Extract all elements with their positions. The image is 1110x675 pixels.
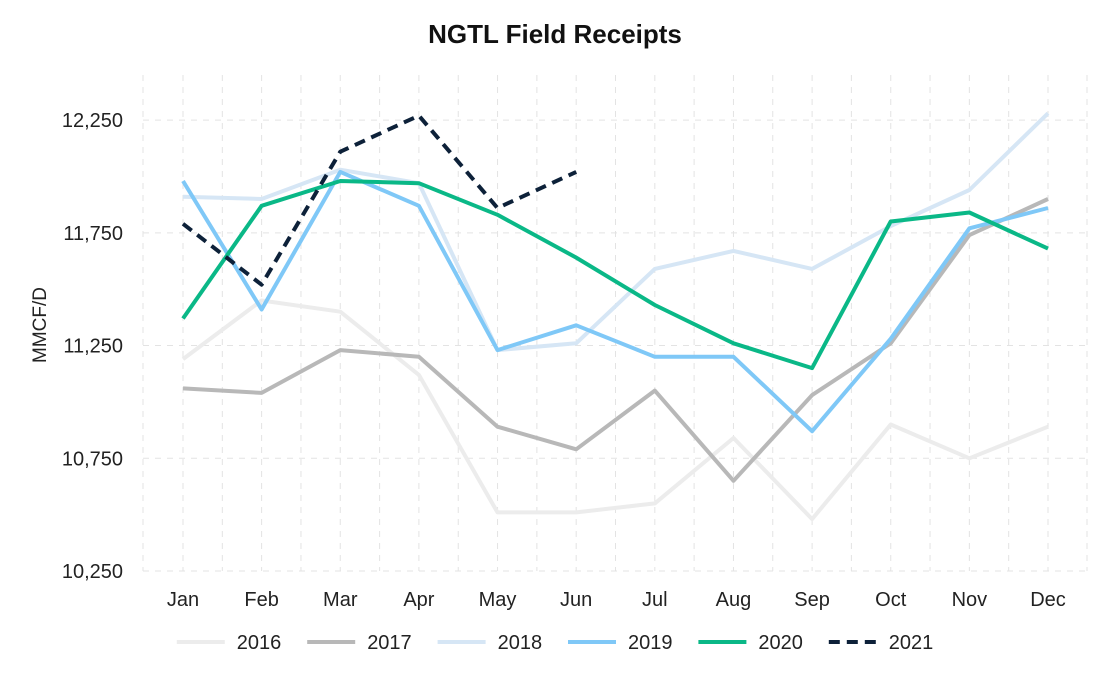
legend-label-2016: 2016: [237, 632, 281, 654]
y-tick-label: 11,250: [63, 336, 123, 358]
x-tick-label: Mar: [323, 589, 358, 611]
y-axis-label: MMCF/D: [30, 287, 51, 363]
series-line-2020: [181, 179, 1049, 371]
chart-title: NGTL Field Receipts: [428, 19, 682, 49]
series-line-2021: [181, 113, 578, 287]
y-tick-label: 12,250: [62, 110, 123, 132]
y-tick-label: 10,250: [62, 561, 123, 583]
legend: 2016 2017 2018 2019 2020 2021: [176, 632, 934, 654]
x-tick-label: Jul: [642, 589, 668, 611]
x-tick-label: Feb: [244, 589, 278, 611]
series-line-2019: [181, 169, 1049, 434]
x-tick-label: Dec: [1030, 589, 1066, 611]
legend-label-2018: 2018: [498, 632, 542, 654]
x-tick-label: Apr: [403, 589, 434, 611]
legend-label-2017: 2017: [367, 632, 412, 654]
y-tick-label: 10,750: [62, 448, 123, 470]
grid-lines: [142, 75, 1088, 572]
x-tick-label: Oct: [875, 589, 907, 611]
x-tick-label: Jan: [167, 589, 199, 611]
legend-label-2021: 2021: [889, 632, 934, 654]
legend-label-2019: 2019: [628, 632, 673, 654]
x-axis-ticks: Jan Feb Mar Apr May Jun Jul Aug Sep Oct Nov Dec: [167, 589, 1066, 611]
series-line-2016: [181, 298, 1049, 522]
legend-label-2020: 2020: [758, 632, 803, 654]
x-tick-label: Sep: [794, 589, 830, 611]
x-tick-label: May: [479, 589, 517, 611]
x-tick-label: Nov: [952, 589, 988, 611]
series-lines: [181, 111, 1050, 522]
series-line-2017: [182, 197, 1049, 483]
x-tick-label: Jun: [560, 589, 592, 611]
y-tick-label: 11,750: [63, 223, 123, 245]
y-axis-ticks: 10,250 10,750 11,250 11,750 12,250: [62, 110, 123, 583]
x-tick-label: Aug: [716, 589, 752, 611]
